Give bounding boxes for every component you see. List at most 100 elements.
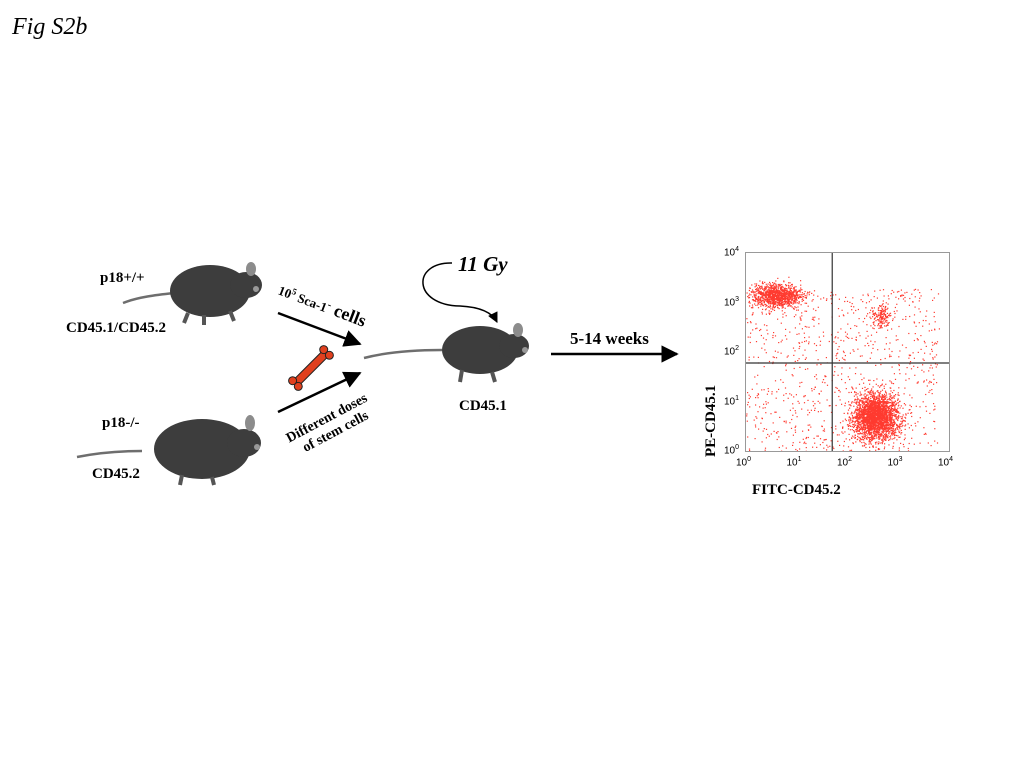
- event-dot: [928, 382, 930, 384]
- event-dot: [880, 423, 882, 425]
- event-dot: [879, 305, 881, 307]
- event-dot: [760, 299, 762, 301]
- event-dot: [884, 430, 886, 432]
- event-dot: [763, 343, 765, 345]
- event-dot: [848, 419, 850, 421]
- event-dot: [936, 382, 938, 384]
- event-dot: [774, 350, 776, 352]
- event-dot: [891, 382, 893, 384]
- event-dot: [868, 414, 871, 416]
- event-dot: [766, 285, 768, 287]
- event-dot: [895, 410, 897, 412]
- event-dot: [841, 367, 843, 369]
- event-dot: [829, 405, 831, 407]
- event-dot: [868, 301, 870, 303]
- event-dot: [874, 393, 876, 395]
- event-dot: [794, 297, 796, 299]
- event-dot: [789, 305, 791, 307]
- event-dot: [843, 340, 845, 342]
- event-dot: [884, 436, 886, 438]
- event-dot: [770, 292, 772, 294]
- event-dot: [934, 421, 936, 423]
- event-dot: [925, 320, 927, 322]
- event-dot: [876, 316, 879, 318]
- event-dot: [858, 423, 860, 425]
- event-dot: [864, 406, 867, 408]
- event-dot: [870, 415, 873, 417]
- event-dot: [877, 416, 879, 418]
- event-dot: [775, 284, 777, 286]
- event-dot: [852, 417, 854, 420]
- event-dot: [864, 406, 866, 408]
- event-dot: [871, 436, 873, 438]
- event-dot: [889, 436, 891, 438]
- event-dot: [808, 412, 811, 414]
- event-dot: [787, 299, 789, 301]
- event-dot: [781, 304, 783, 306]
- event-dot: [886, 430, 889, 432]
- event-dot: [868, 402, 870, 404]
- event-dot: [844, 418, 846, 420]
- event-dot: [747, 436, 749, 438]
- event-dot: [885, 424, 887, 426]
- event-dot: [776, 291, 778, 293]
- event-dot: [874, 411, 876, 413]
- event-dot: [878, 400, 880, 402]
- event-dot: [775, 432, 778, 434]
- event-dot: [922, 358, 924, 360]
- event-dot: [872, 437, 874, 440]
- event-dot: [861, 435, 863, 437]
- event-dot: [873, 419, 876, 421]
- event-dot: [793, 300, 795, 302]
- event-dot: [904, 420, 906, 422]
- event-dot: [886, 308, 888, 310]
- event-dot: [876, 407, 878, 409]
- event-dot: [877, 417, 879, 419]
- event-dot: [775, 357, 778, 359]
- event-dot: [898, 404, 900, 406]
- event-dot: [888, 298, 890, 300]
- event-dot: [882, 425, 884, 427]
- event-dot: [857, 348, 859, 350]
- event-dot: [890, 414, 892, 416]
- event-dot: [862, 404, 864, 406]
- event-dot: [847, 376, 849, 378]
- event-dot: [891, 425, 894, 428]
- event-dot: [890, 412, 892, 415]
- event-dot: [780, 302, 783, 304]
- event-dot: [852, 442, 854, 445]
- event-dot: [901, 432, 903, 434]
- event-dot: [861, 417, 864, 419]
- event-dot: [758, 290, 760, 292]
- event-dot: [865, 419, 867, 421]
- event-dot: [799, 316, 801, 318]
- event-dot: [817, 359, 819, 361]
- event-dot: [881, 323, 883, 325]
- event-dot: [880, 310, 882, 312]
- event-dot: [796, 416, 798, 418]
- event-dot: [880, 427, 882, 429]
- event-dot: [792, 375, 794, 377]
- event-dot: [885, 314, 887, 316]
- event-dot: [756, 417, 758, 419]
- event-dot: [891, 433, 893, 435]
- event-dot: [890, 411, 892, 413]
- event-dot: [878, 327, 880, 329]
- event-dot: [754, 294, 756, 296]
- event-dot: [799, 294, 801, 296]
- event-dot: [883, 387, 885, 389]
- event-dot: [772, 304, 774, 306]
- event-dot: [766, 293, 768, 295]
- event-dot: [880, 414, 882, 416]
- event-dot: [889, 315, 891, 317]
- event-dot: [882, 423, 884, 425]
- event-dot: [862, 398, 864, 400]
- event-dot: [870, 317, 872, 320]
- event-dot: [793, 367, 795, 370]
- event-dot: [876, 414, 878, 416]
- event-dot: [885, 302, 887, 304]
- event-dot: [894, 434, 896, 436]
- event-dot: [904, 428, 906, 430]
- event-dot: [775, 397, 777, 399]
- event-dot: [748, 297, 751, 299]
